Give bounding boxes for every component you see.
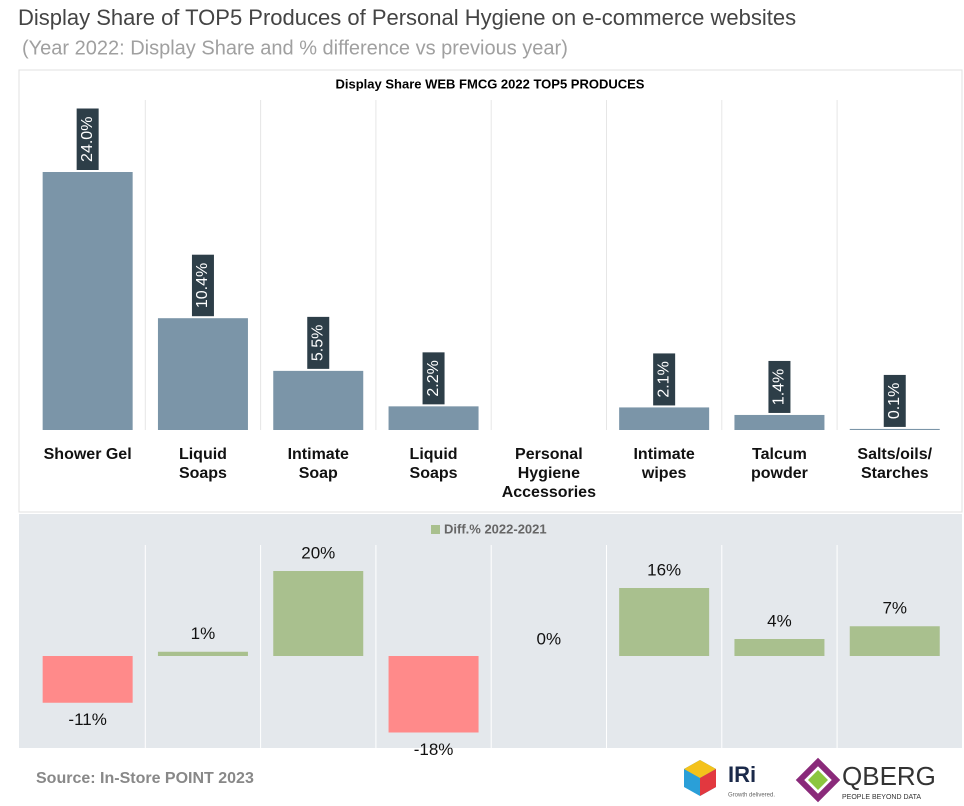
value-label: 2.1% xyxy=(655,361,672,397)
x-tick-label: Shower Gel xyxy=(44,446,132,463)
page-title: Display Share of TOP5 Produces of Person… xyxy=(18,5,796,30)
bar xyxy=(157,318,248,430)
value-label-box xyxy=(768,360,791,413)
x-tick-label: wipes xyxy=(641,465,687,482)
bar xyxy=(619,407,710,430)
iri-logo: IRi Growth delivered. xyxy=(684,760,775,799)
x-tick-label: Starches xyxy=(861,465,929,482)
value-label: 0.1% xyxy=(886,383,903,419)
value-label-box xyxy=(307,316,330,369)
bar xyxy=(734,639,825,656)
logo-text: QBERG xyxy=(842,761,936,791)
value-label: 2.2% xyxy=(425,360,442,396)
chart-title: Display Share WEB FMCG 2022 TOP5 PRODUCE… xyxy=(336,76,645,91)
value-label: 10.4% xyxy=(194,263,211,308)
x-tick-label: Talcum xyxy=(752,446,807,463)
value-label: 4% xyxy=(767,611,792,630)
bar xyxy=(388,406,479,430)
x-tick-label: Soaps xyxy=(179,465,227,482)
bar xyxy=(849,626,940,656)
x-tick-label: Personal xyxy=(515,446,583,463)
qberg-logo: QBERG PEOPLE BEYOND DATA xyxy=(795,757,936,803)
value-label-box xyxy=(883,374,906,427)
x-tick-label: Soaps xyxy=(410,465,458,482)
x-tick-label: Hygiene xyxy=(518,465,580,482)
value-label: 1.4% xyxy=(771,369,788,405)
x-tick-label: Liquid xyxy=(179,446,227,463)
panel-diff xyxy=(19,514,962,748)
value-label: 5.5% xyxy=(309,325,326,361)
panel-share xyxy=(18,69,963,513)
logo-text: IRi xyxy=(728,762,756,787)
value-label: 7% xyxy=(882,599,907,618)
logo-shape xyxy=(808,770,828,790)
logo-text: Growth delivered. xyxy=(728,793,775,799)
x-tick-label: Intimate xyxy=(288,446,349,463)
x-tick-label: Soap xyxy=(299,465,338,482)
value-label: -11% xyxy=(68,710,106,729)
bar xyxy=(388,656,479,733)
value-label: 16% xyxy=(647,560,681,579)
bar xyxy=(157,651,248,656)
x-tick-label: powder xyxy=(751,465,808,482)
bar xyxy=(273,571,364,656)
x-tick-label: Salts/oils/ xyxy=(857,446,932,463)
x-tick-label: Accessories xyxy=(502,484,596,501)
bar xyxy=(42,172,133,430)
bar xyxy=(734,414,825,430)
value-label-box xyxy=(653,353,676,406)
logo-text: PEOPLE BEYOND DATA xyxy=(842,794,921,801)
source: Source: In-Store POINT 2023 xyxy=(36,770,254,787)
bar xyxy=(273,370,364,430)
value-label: 24.0% xyxy=(79,117,96,162)
value-label-box xyxy=(76,108,99,170)
legend-label: Diff.% 2022-2021 xyxy=(444,521,547,536)
logo-shape xyxy=(700,769,716,796)
bar xyxy=(849,428,940,430)
legend-swatch xyxy=(431,525,440,534)
page-subtitle: (Year 2022: Display Share and % differen… xyxy=(22,37,568,59)
value-label: 1% xyxy=(191,624,216,643)
logo-shape xyxy=(795,757,841,803)
value-label: 0% xyxy=(537,629,562,648)
value-label: 20% xyxy=(301,543,335,562)
value-label: -18% xyxy=(414,740,454,759)
value-label-box xyxy=(191,254,214,317)
x-tick-label: Liquid xyxy=(410,446,458,463)
bar xyxy=(42,656,133,703)
x-tick-label: Intimate xyxy=(633,446,694,463)
bar xyxy=(619,588,710,656)
value-label-box xyxy=(422,352,445,405)
